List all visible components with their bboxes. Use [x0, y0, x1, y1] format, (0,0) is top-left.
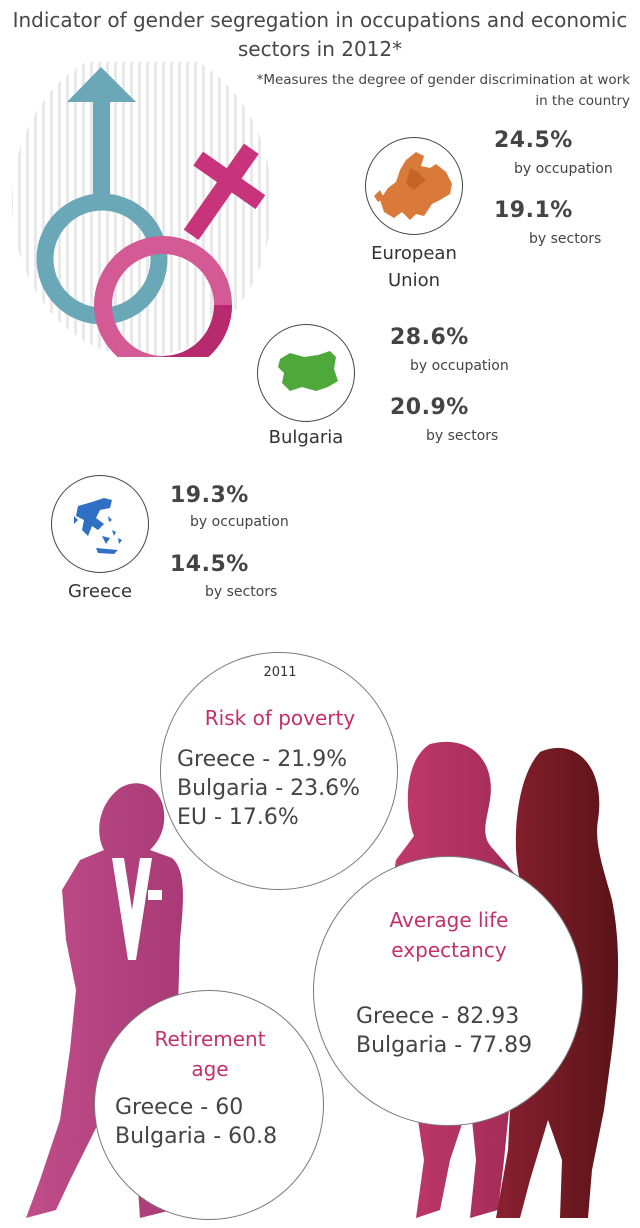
greece-occupation-label: by occupation — [190, 514, 289, 530]
retirement-title: Retirement age — [95, 1024, 325, 1084]
bulgaria-map-circle — [257, 324, 355, 422]
greece-sectors-value: 14.5% — [170, 552, 249, 577]
bulgaria-sectors-value: 20.9% — [390, 395, 469, 420]
greece-map-circle — [51, 475, 149, 573]
life-title-line-2: expectancy — [391, 938, 507, 962]
bulgaria-label: Bulgaria — [268, 427, 344, 448]
eu-sectors-label: by sectors — [529, 231, 602, 247]
life-expectancy-bubble: Average life expectancy Greece - 82.93 B… — [313, 856, 583, 1126]
eu-label: European Union — [350, 240, 478, 294]
life-values: Greece - 82.93 Bulgaria - 77.89 — [356, 1002, 532, 1060]
europe-map-icon — [374, 152, 452, 220]
retirement-title-line-1: Retirement — [154, 1027, 266, 1051]
poverty-title: Risk of poverty — [204, 706, 356, 730]
poverty-bubble: 2011 Risk of poverty Greece - 21.9% Bulg… — [160, 652, 398, 890]
eu-occupation-label: by occupation — [514, 161, 613, 177]
eu-label-line-1: European — [371, 243, 457, 264]
poverty-eu: EU - 17.6% — [177, 805, 299, 830]
bulgaria-occupation-value: 28.6% — [390, 325, 469, 350]
life-title: Average life expectancy — [314, 905, 584, 965]
eu-occupation-value: 24.5% — [494, 128, 573, 153]
retirement-bubble: Retirement age Greece - 60 Bulgaria - 60… — [94, 990, 324, 1220]
retirement-greece: Greece - 60 — [115, 1095, 244, 1120]
poverty-greece: Greece - 21.9% — [177, 747, 348, 772]
bulgaria-sectors-label: by sectors — [426, 428, 499, 444]
greece-occupation-value: 19.3% — [170, 483, 249, 508]
poverty-values: Greece - 21.9% Bulgaria - 23.6% EU - 17.… — [177, 745, 360, 832]
footnote-line-2: in the country — [535, 93, 630, 109]
eu-map-circle — [365, 137, 463, 235]
retirement-bulgaria: Bulgaria - 60.8 — [115, 1124, 278, 1149]
poverty-bulgaria: Bulgaria - 23.6% — [177, 776, 361, 801]
page-title: Indicator of gender segregation in occup… — [0, 6, 640, 64]
title-line-2: sectors in 2012* — [237, 37, 403, 61]
life-title-line-1: Average life — [389, 908, 509, 932]
retirement-values: Greece - 60 Bulgaria - 60.8 — [115, 1093, 277, 1151]
title-line-1: Indicator of gender segregation in occup… — [12, 8, 628, 32]
footnote-line-1: *Measures the degree of gender discrimin… — [256, 72, 630, 88]
life-bulgaria: Bulgaria - 77.89 — [356, 1033, 533, 1058]
bulgaria-occupation-label: by occupation — [410, 358, 509, 374]
eu-sectors-value: 19.1% — [494, 198, 573, 223]
greece-label: Greece — [67, 581, 133, 602]
greece-sectors-label: by sectors — [205, 584, 278, 600]
retirement-title-line-2: age — [191, 1057, 229, 1081]
gender-symbols-icon — [10, 62, 275, 374]
bulgaria-map-icon — [278, 351, 338, 391]
footnote: *Measures the degree of gender discrimin… — [190, 70, 630, 112]
life-greece: Greece - 82.93 — [356, 1004, 520, 1029]
greece-map-icon — [74, 498, 122, 554]
poverty-year: 2011 — [263, 665, 297, 680]
eu-label-line-2: Union — [387, 270, 440, 291]
